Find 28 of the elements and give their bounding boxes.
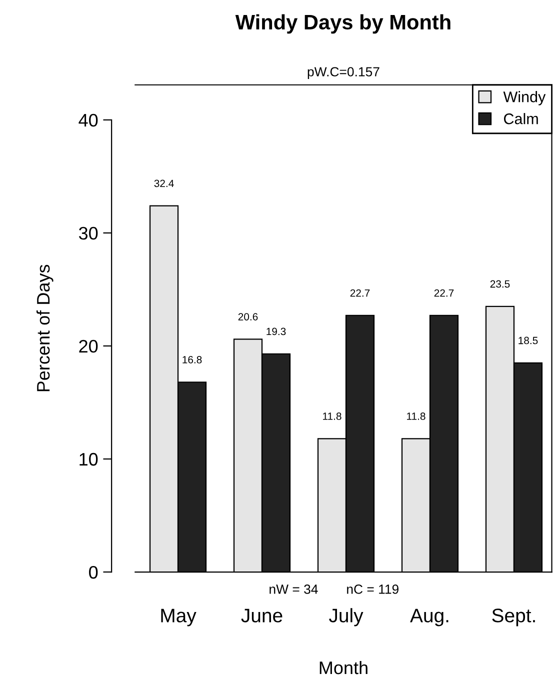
x-tick-label: June <box>241 608 282 622</box>
data-label: 23.5 <box>490 280 510 288</box>
text: nW = 34 <box>270 584 318 594</box>
legend-label: Windy <box>503 91 546 106</box>
data-label: 18.5 <box>518 336 538 344</box>
data-label: 11.8 <box>407 412 426 420</box>
text: pW.C=0.157 <box>308 67 380 80</box>
y-tick-label: 0 <box>89 566 98 579</box>
x-tick-label: July <box>329 608 364 626</box>
x-tick-label: Aug. <box>410 608 448 626</box>
data-label: 32.4 <box>154 180 174 188</box>
x-tick-label: May <box>161 608 196 626</box>
data-label: 11.8 <box>323 412 342 420</box>
chart-title: Windy Days by Month <box>235 14 450 34</box>
data-label: 19.3 <box>266 328 286 336</box>
y-tick-label: 10 <box>80 452 98 466</box>
data-label: 20.6 <box>238 313 258 320</box>
text: nC = 119 <box>347 584 398 594</box>
y-axis-title: Percent of Days <box>36 264 54 392</box>
y-tick-label: 20 <box>79 340 98 353</box>
data-label: 22.7 <box>434 289 454 297</box>
data-label: 16.8 <box>182 356 202 364</box>
y-tick-label: 30 <box>78 226 98 240</box>
y-tick-label: 40 <box>78 114 98 127</box>
x-axis-title: Month <box>320 660 368 674</box>
x-tick-label: Sept. <box>492 608 535 626</box>
legend-label: Calm <box>504 113 538 124</box>
data-label: 22.7 <box>350 289 370 297</box>
